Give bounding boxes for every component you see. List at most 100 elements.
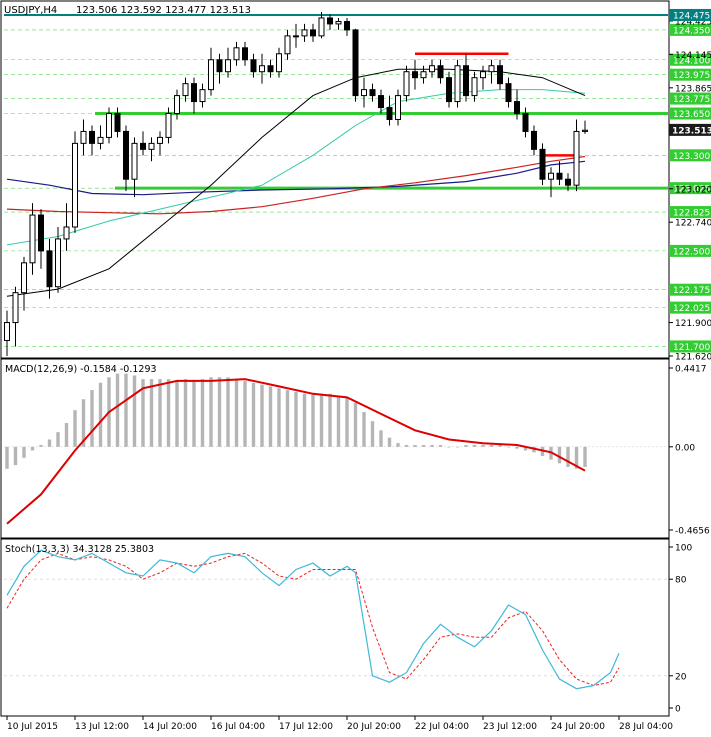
macd-histogram-bar: [353, 402, 358, 447]
price-tick-label: 123.020: [675, 185, 711, 195]
macd-histogram-bar: [115, 373, 120, 447]
candle: [412, 59, 418, 90]
macd-histogram-bar: [430, 444, 434, 447]
level-label-box: [669, 340, 711, 353]
candle: [454, 59, 461, 108]
macd-histogram-bar: [13, 446, 18, 466]
candle-body: [488, 65, 495, 73]
price-tick-label: 124.145: [675, 51, 711, 61]
candle-body: [539, 148, 546, 180]
price-panel: [0, 0, 670, 359]
candle: [480, 65, 486, 90]
macd-histogram-bar: [455, 446, 460, 448]
candle-body: [165, 113, 172, 138]
ohlc-label: 123.506 123.592 123.477 123.513: [76, 5, 251, 16]
candle: [403, 65, 410, 102]
macd-histogram-bar: [98, 382, 103, 447]
candle: [80, 119, 87, 156]
macd-histogram-bar: [379, 430, 383, 447]
level-label: 122.825: [673, 209, 710, 219]
macd-histogram-bar: [489, 444, 494, 447]
top-level-label: 124.475: [673, 11, 710, 21]
candle-body: [505, 83, 512, 103]
x-tick-label: 17 Jul 12:00: [279, 722, 333, 732]
price-tick-label: 121.620: [675, 353, 711, 363]
candle: [123, 125, 129, 192]
level-label-box: [669, 182, 711, 195]
candle: [369, 83, 376, 102]
macd-histogram-bar: [22, 446, 26, 458]
candle: [89, 125, 95, 156]
candle: [21, 256, 27, 311]
candle: [55, 226, 61, 293]
candle: [352, 28, 359, 102]
macd-histogram-bar: [268, 386, 273, 447]
macd-histogram-bar: [557, 446, 562, 464]
macd-histogram-bar: [396, 443, 400, 447]
macd-histogram-bar: [362, 412, 366, 447]
ma-blue-line: [6, 160, 586, 196]
candle-body: [4, 322, 10, 341]
level-label: 122.025: [673, 304, 710, 314]
macd-histogram-bar: [336, 395, 341, 447]
candle: [318, 11, 325, 39]
macd-histogram-bar: [302, 393, 307, 447]
x-tick-label: 24 Jul 20:00: [551, 722, 605, 732]
stoch-tick-label: 80: [675, 576, 687, 586]
candle: [182, 77, 189, 102]
level-label-box: [669, 23, 711, 36]
stoch-main-line: [6, 549, 620, 690]
candle: [191, 77, 197, 114]
candle-body: [80, 130, 87, 144]
macd-histogram-bar: [277, 388, 281, 447]
x-tick-label: 16 Jul 04:00: [211, 722, 265, 732]
macd-histogram-bar: [175, 380, 179, 447]
candle: [344, 17, 350, 36]
macd-histogram-bar: [192, 380, 196, 447]
stoch-tick-label: 0: [675, 705, 681, 715]
candle-body: [250, 59, 257, 73]
candle: [446, 71, 452, 108]
price-tick-label: 124.425: [675, 17, 711, 27]
candle: [259, 53, 265, 84]
level-label-box: [669, 53, 711, 66]
candle: [531, 125, 537, 156]
candle-body: [174, 95, 180, 115]
macd-histogram-bar: [209, 377, 213, 447]
candle-body: [327, 17, 333, 25]
level-label: 123.775: [673, 95, 710, 105]
stoch-label: Stoch(13,3,3) 34.3128 25.3803: [5, 544, 154, 555]
macd-histogram-bar: [413, 444, 417, 447]
candle-body: [72, 142, 78, 228]
candle-body: [199, 89, 206, 103]
macd-histogram-bar: [56, 432, 60, 447]
level-label: 122.500: [673, 247, 710, 257]
candle: [335, 17, 342, 30]
x-tick-label: 28 Jul 04:00: [619, 722, 673, 732]
macd-histogram-bar: [251, 382, 256, 447]
level-label: 122.175: [673, 286, 710, 296]
macd-histogram-bar: [183, 379, 188, 447]
macd-histogram-bar: [464, 444, 468, 447]
candle: [216, 53, 223, 84]
candle: [471, 71, 478, 102]
x-tick-label: 13 Jul 12:00: [75, 722, 129, 732]
candle-body: [131, 142, 138, 180]
candle-body: [378, 95, 384, 109]
candle-body: [548, 172, 554, 180]
level-label: 123.025: [673, 185, 710, 195]
candle: [395, 89, 401, 126]
candle-body: [208, 59, 214, 91]
candle: [437, 59, 444, 84]
macd-histogram-bar: [124, 373, 128, 447]
candle-body: [573, 130, 580, 186]
price-tick-label: 123.865: [675, 84, 711, 94]
level-label: 124.100: [673, 56, 710, 66]
macd-histogram-bar: [158, 379, 162, 447]
candle: [505, 77, 512, 108]
candle-body: [216, 59, 223, 73]
candle-body: [301, 29, 308, 37]
macd-histogram-bar: [370, 421, 375, 447]
candle-body: [55, 238, 61, 288]
candle-body: [293, 35, 299, 38]
